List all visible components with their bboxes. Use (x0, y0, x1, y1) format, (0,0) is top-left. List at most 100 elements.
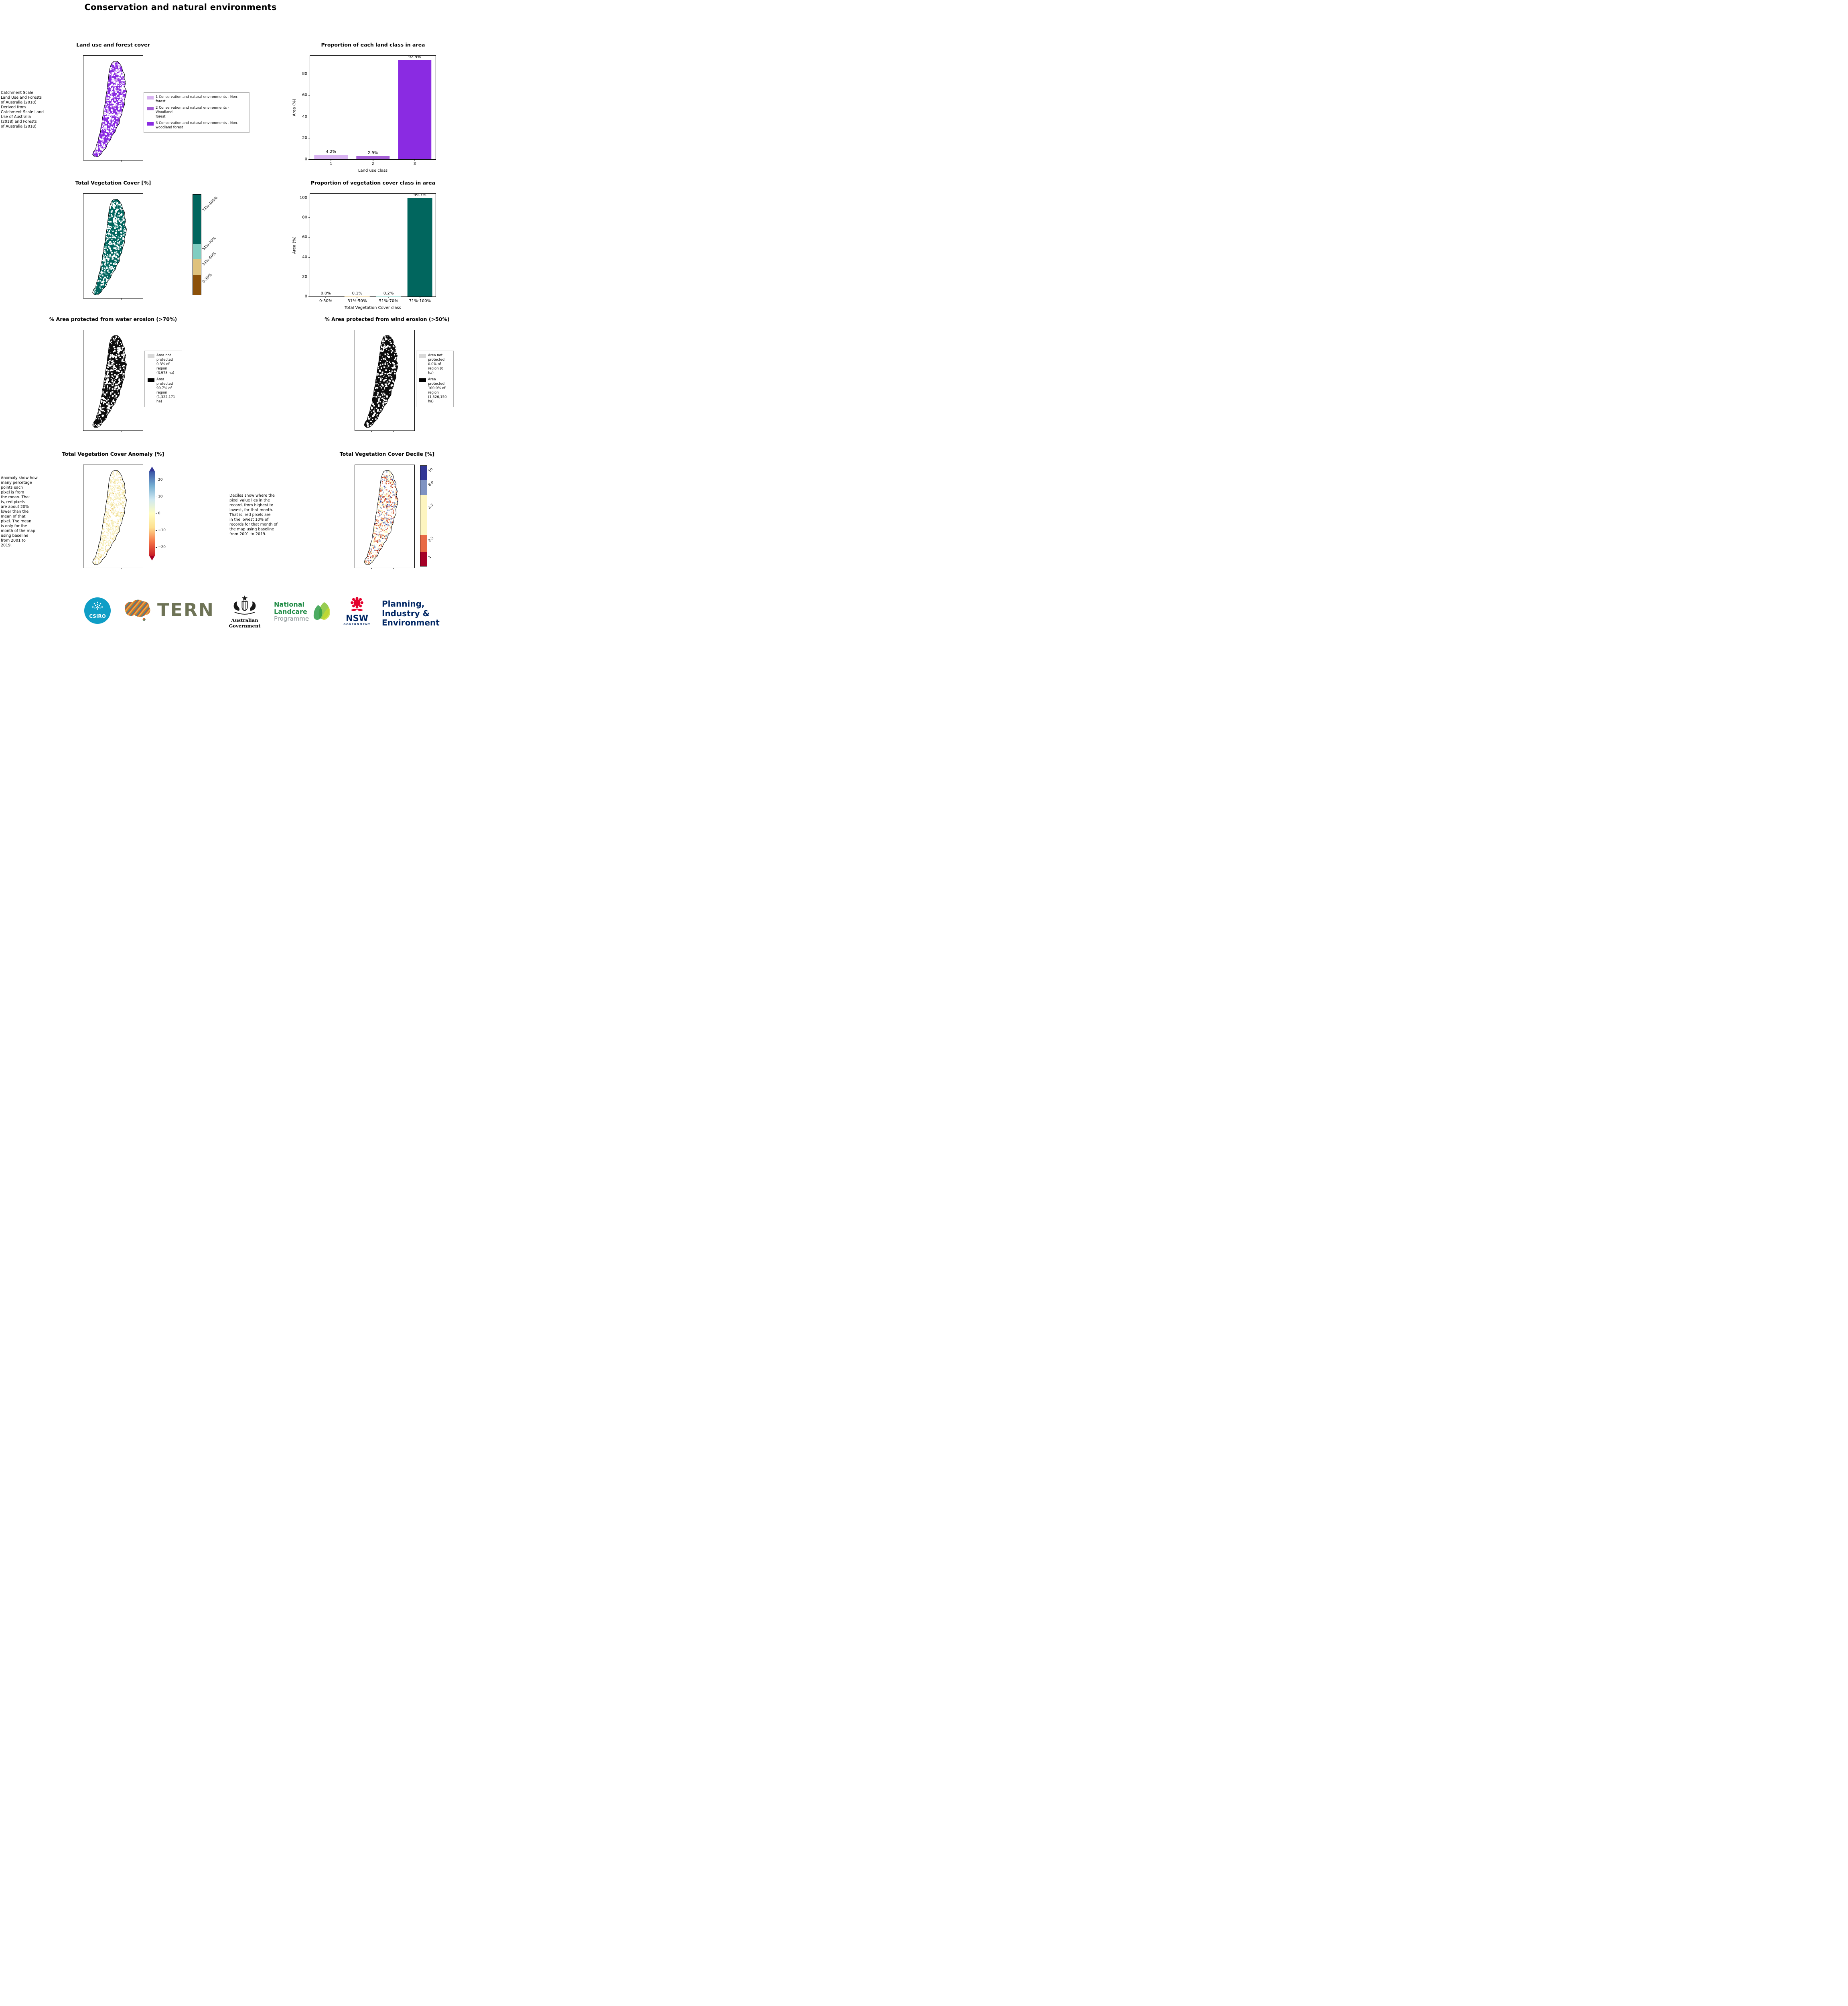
x-tick-label: 51%-70% (379, 299, 398, 303)
colorbar-label: 71%-100% (202, 195, 219, 213)
legend-item: Area not protected 0.0% of region (0 ha) (419, 353, 450, 376)
legend-label: Area not protected 0.0% of region (0 ha) (428, 353, 445, 376)
y-tick-label: 20 (302, 136, 307, 140)
planning-industry-environment-logo: Planning, Industry & Environment (382, 599, 440, 628)
wind-erosion-map (355, 330, 415, 432)
planning-line-1: Planning, (382, 599, 425, 609)
x-tick-label: 0-30% (319, 299, 333, 303)
decile-title: Total Vegetation Cover Decile [%] (339, 451, 435, 457)
colorbar-tick: −10 (156, 528, 166, 532)
map-x-tick (371, 430, 372, 432)
nsw-government-logo: NSW GOVERNMENT (342, 596, 372, 626)
planning-line-2: Industry & (382, 608, 430, 618)
legend-item: 2 Conservation and natural environments … (147, 106, 246, 119)
colorbar-gradient: 20 10 0 −10 −20 (149, 471, 166, 556)
land-class-chart: 0 20 40 60 80 1 4.2% 2 2.9% 3 92.9% Area (%) Land … (292, 55, 436, 173)
colorbar-segment (193, 275, 201, 295)
legend-item: Area protected 100.0% of region (1,326,1… (419, 378, 450, 404)
x-tick-label: 71%-100% (409, 299, 431, 303)
landcare-wordmark: National Landcare Programme (274, 601, 309, 622)
veg-cover-map-canvas (92, 199, 127, 295)
tern-australia-icon (125, 599, 150, 621)
map-x-tick (371, 568, 372, 569)
colorbar-label: 8-9 (428, 480, 435, 487)
y-tick-label: 80 (302, 215, 307, 220)
waratah-icon (351, 597, 363, 611)
colorbar-label: 10 (428, 467, 434, 473)
water-erosion-map-canvas (92, 335, 127, 428)
landcare-leaves-icon (313, 602, 331, 620)
x-tick-label: 2 (371, 162, 374, 166)
legend-item: Area protected 99.7% of region (1,322,17… (148, 378, 179, 404)
colorbar-tick: 0 (156, 512, 160, 516)
colorbar-tick: −20 (156, 545, 166, 549)
map-x-tick (393, 568, 394, 569)
csiro-logo: CSIRO (84, 597, 111, 624)
csiro-circle (84, 597, 111, 624)
x-tick-mark (414, 159, 415, 161)
legend-label: 1 Conservation and natural environments … (156, 95, 238, 104)
tern-wordmark: TERN (157, 599, 215, 620)
y-tick-label: 100 (299, 195, 307, 200)
bar-value-label: 92.9% (408, 55, 421, 59)
colorbar-segment (420, 466, 427, 480)
wind-erosion-title: % Area protected from wind erosion (>50%… (325, 316, 450, 322)
bar (314, 154, 348, 159)
bar-value-label: 2.9% (367, 151, 378, 156)
planning-line-3: Environment (382, 618, 440, 628)
legend-swatch (419, 354, 426, 358)
colorbar-label: 1 (428, 555, 432, 560)
y-axis-label: Area (%) (292, 99, 297, 116)
veg-class-plot: 0 20 40 60 80 100 0-30% 0.0% 31%-50% 0.1% 51%-70% 0… (300, 193, 436, 303)
page-title: Conservation and natural environments (84, 2, 277, 12)
colorbar-tick: 10 (156, 495, 162, 499)
bar-value-label: 4.2% (326, 149, 336, 154)
colorbar-segment (193, 259, 201, 275)
legend-swatch (147, 107, 154, 111)
colorbar-tick: 20 (156, 478, 162, 482)
veg-class-chart: 0 20 40 60 80 100 0-30% 0.0% 31%-50% 0.1% 51%-70% 0… (292, 193, 436, 310)
legend-swatch (147, 122, 154, 126)
wind-erosion-legend: Area not protected 0.0% of region (0 ha)… (416, 351, 454, 407)
wind-erosion-map-canvas (364, 335, 399, 428)
water-erosion-title: % Area protected from water erosion (>70… (49, 316, 177, 322)
y-tick-label: 60 (302, 93, 307, 97)
coat-of-arms-icon (233, 595, 256, 615)
bar-value-label: 0.0% (321, 291, 331, 296)
legend-swatch (419, 378, 426, 382)
x-tick-mark (388, 296, 389, 298)
legend-swatch (147, 96, 154, 99)
land-class-plot: 0 20 40 60 80 1 4.2% 2 2.9% 3 92.9% (302, 55, 436, 166)
report-page: Conservation and natural environments La… (0, 0, 462, 641)
colorbar-ticks: 20 10 0 −10 −20 (149, 471, 166, 556)
water-erosion-map (83, 330, 143, 432)
colorbar-segment (420, 495, 427, 535)
decile-map (355, 465, 415, 569)
csiro-wordmark: CSIRO (89, 613, 106, 619)
legend-label: 2 Conservation and natural environments … (156, 106, 229, 119)
anomaly-map (83, 465, 143, 569)
land-use-map-canvas (92, 61, 127, 157)
y-tick-mark (308, 237, 310, 238)
colorbar-label: 2-3 (428, 536, 435, 543)
bar-value-label: 99.7% (413, 193, 426, 197)
y-tick-label: 20 (302, 274, 307, 279)
y-axis-label: Area (%) (292, 236, 297, 254)
colorbar-label: 51%-70% (202, 236, 217, 252)
colorbar-segment (420, 535, 427, 552)
anomaly-title: Total Vegetation Cover Anomaly [%] (62, 451, 164, 457)
nsw-wordmark: NSW (346, 613, 368, 623)
landcare-line-landcare: Landcare (274, 607, 307, 615)
legend-item: Area not protected 0.3% of region (3,978… (148, 353, 179, 376)
veg-cover-colorbar: 71%-100% 51%-70% 31%-50% 0-30% (193, 194, 219, 295)
anomaly-colorbar: 20 10 0 −10 −20 (149, 467, 166, 560)
bar-value-label: 0.1% (352, 291, 363, 296)
map-x-tick (393, 430, 394, 432)
colorbar-segment (193, 195, 201, 244)
colorbar-label: 4-7 (428, 503, 435, 510)
land-class-chart-title: Proportion of each land class in area (321, 42, 425, 48)
colorbar-segment (193, 244, 201, 259)
y-tick-label: 40 (302, 114, 307, 119)
australian-government-logo: Australian Government (217, 595, 273, 629)
land-use-map-title: Land use and forest cover (76, 42, 150, 48)
